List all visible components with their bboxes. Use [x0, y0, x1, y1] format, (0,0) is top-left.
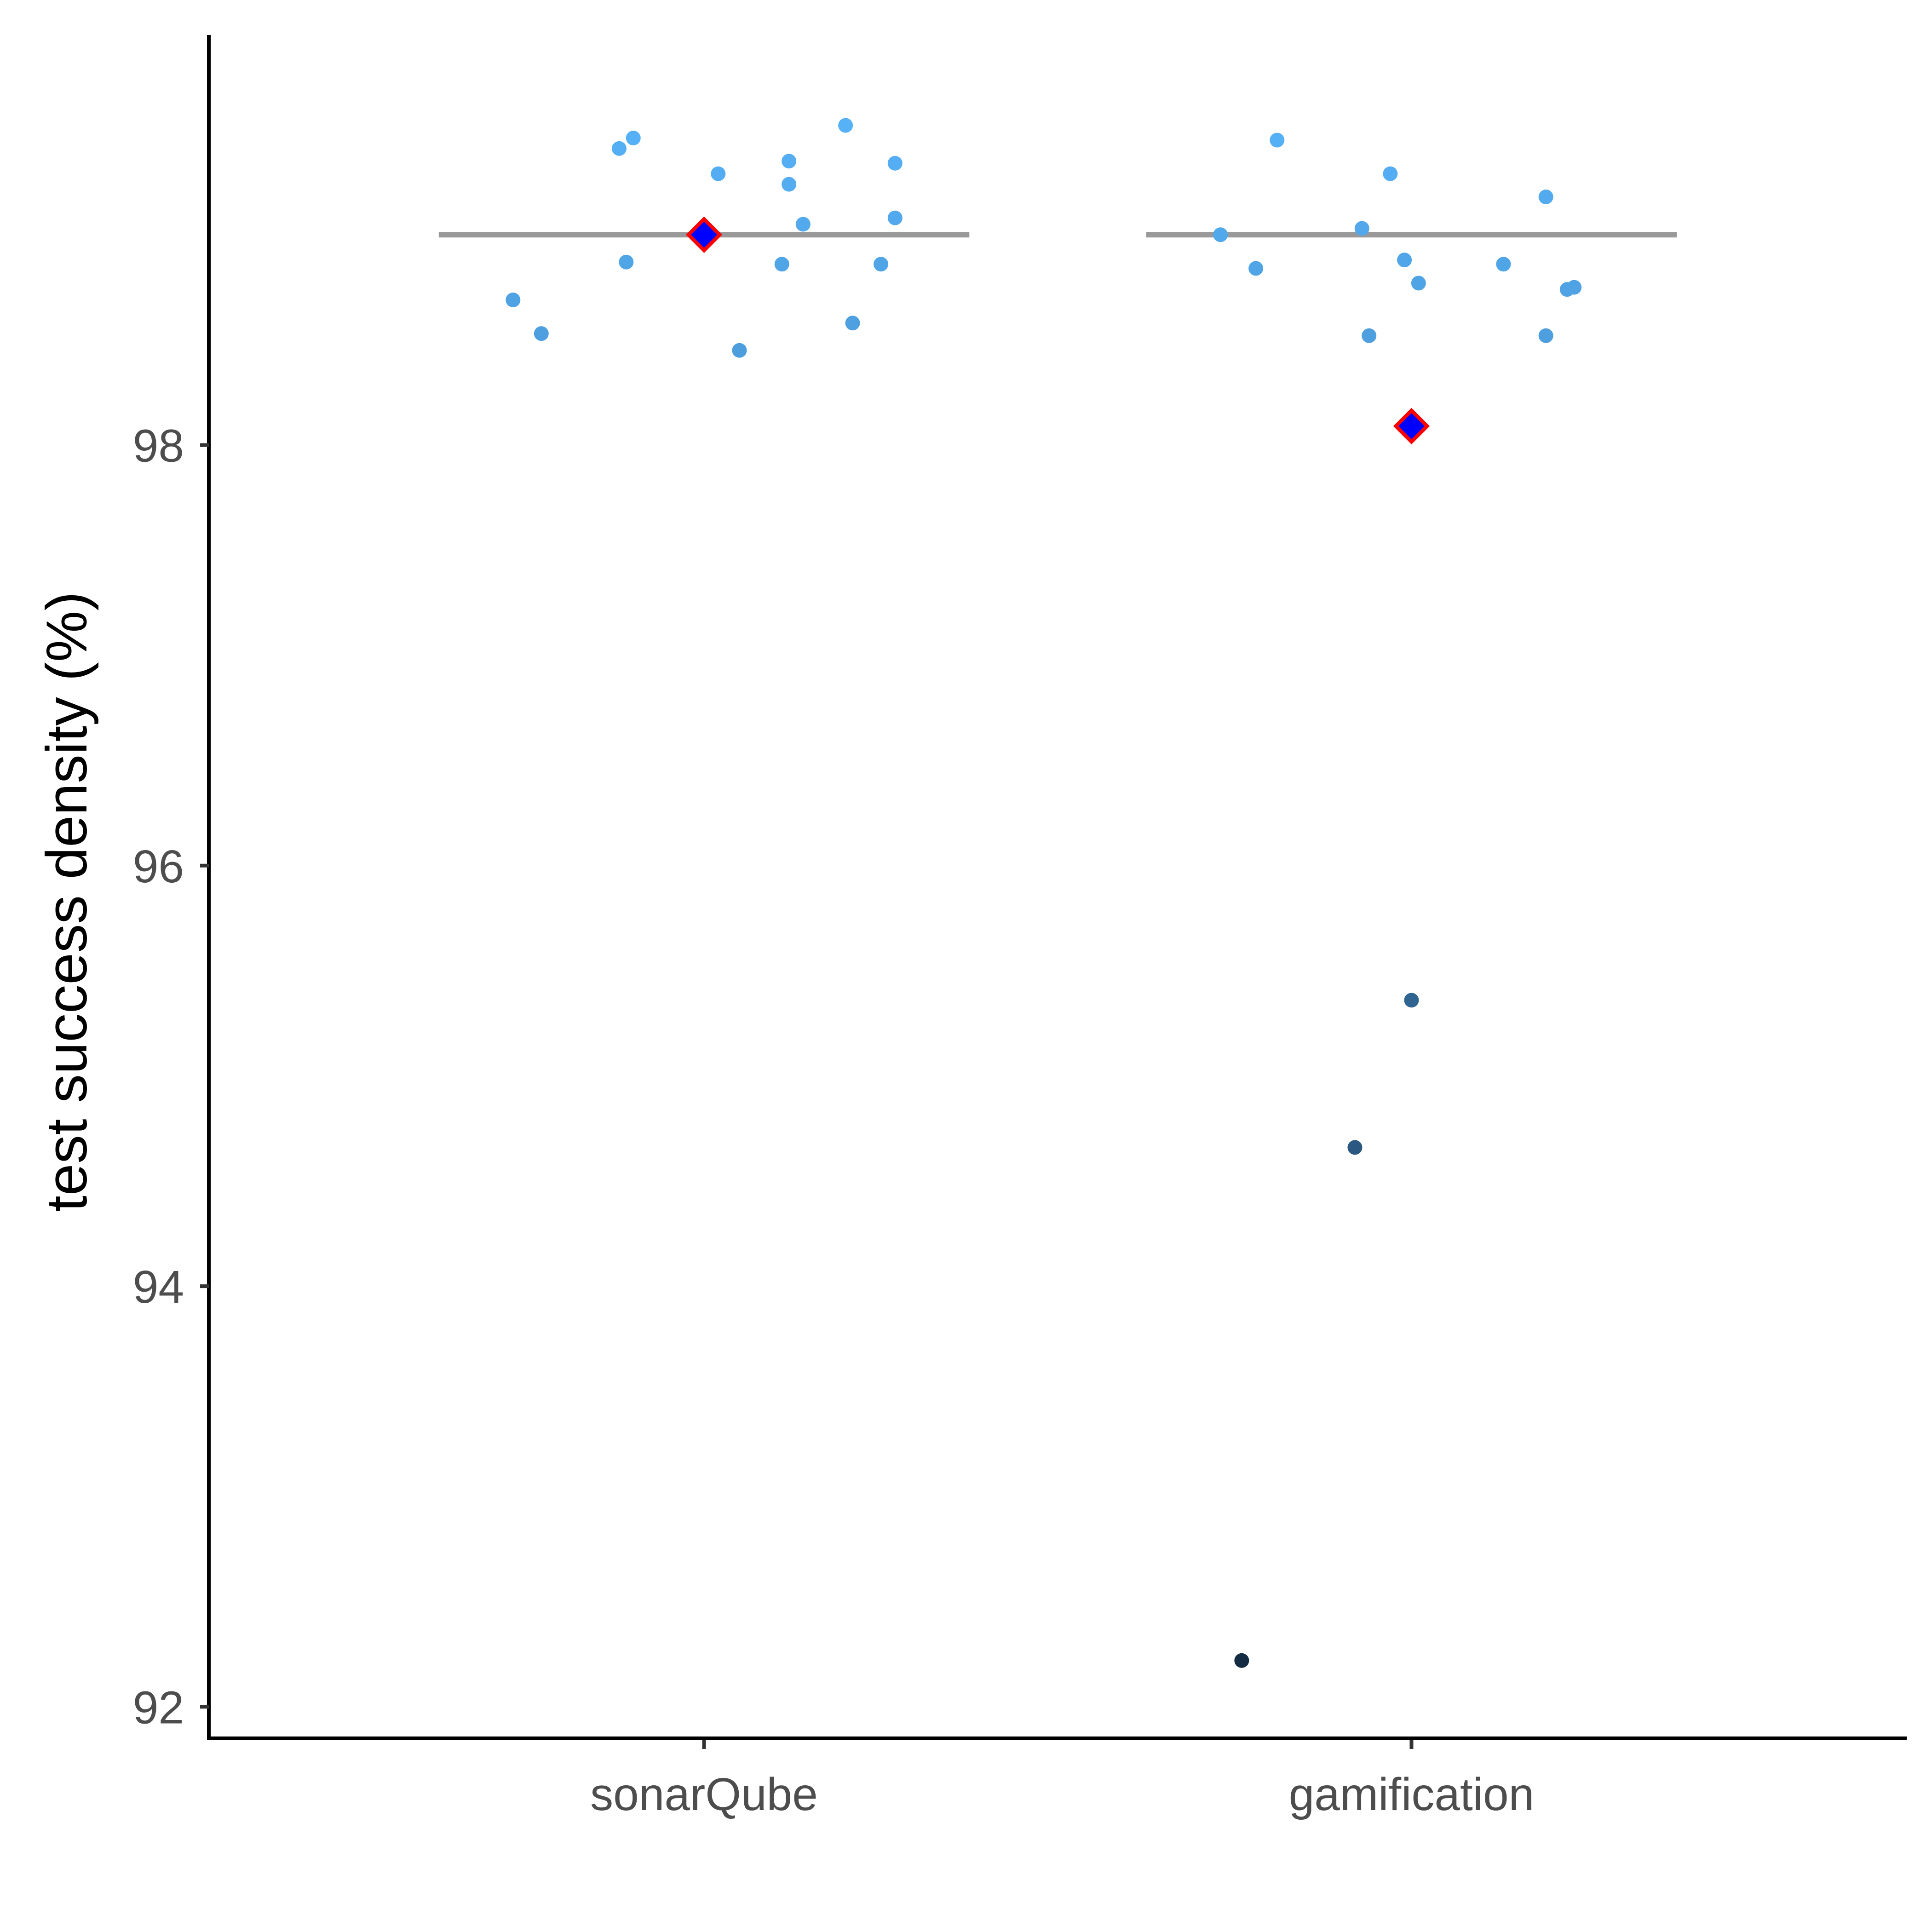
- data-point-sonarQube: [782, 154, 797, 169]
- data-point-sonarQube: [626, 131, 641, 146]
- data-point-gamification: [1362, 328, 1377, 343]
- mean-marker-sonarQube: [685, 216, 723, 253]
- data-point-sonarQube: [845, 316, 860, 331]
- data-point-sonarQube: [874, 257, 889, 272]
- data-point-gamification: [1383, 166, 1398, 181]
- mean-marker-gamification: [1393, 408, 1430, 444]
- data-point-sonarQube: [506, 293, 521, 308]
- y-axis-ticks: 92 94 96 98: [133, 420, 209, 1733]
- data-point-gamification: [1354, 221, 1369, 236]
- data-point-sonarQube: [711, 166, 726, 181]
- y-tick-label: 92: [133, 1682, 184, 1733]
- data-point-sonarQube: [795, 217, 811, 232]
- data-point-gamification: [1234, 1653, 1249, 1668]
- data-point-gamification: [1213, 227, 1228, 242]
- data-point-gamification: [1347, 1140, 1363, 1155]
- data-point-sonarQube: [782, 177, 797, 192]
- data-point-sonarQube: [774, 257, 789, 272]
- data-point-sonarQube: [534, 326, 549, 341]
- data-point-gamification: [1270, 132, 1285, 148]
- data-point-sonarQube: [732, 343, 747, 358]
- data-point-sonarQube: [887, 155, 903, 171]
- data-point-gamification: [1411, 276, 1426, 291]
- x-tick-label: gamification: [1289, 1769, 1535, 1820]
- y-tick-label: 98: [133, 420, 184, 472]
- plot-area: [438, 118, 1677, 1668]
- y-tick-label: 94: [133, 1261, 184, 1313]
- data-point-gamification: [1496, 257, 1511, 272]
- data-point-gamification: [1538, 190, 1553, 205]
- data-point-sonarQube: [619, 254, 634, 270]
- x-tick-label: sonarQube: [590, 1769, 818, 1820]
- data-point-gamification: [1538, 328, 1553, 343]
- data-point-sonarQube: [611, 141, 627, 156]
- data-point-sonarQube: [887, 210, 903, 225]
- y-axis-title: test success density (%): [35, 592, 99, 1212]
- x-axis-ticks: sonarQube gamification: [590, 1740, 1534, 1820]
- data-point-gamification: [1397, 253, 1412, 268]
- y-tick-label: 96: [133, 841, 184, 892]
- data-point-gamification: [1248, 261, 1264, 276]
- data-point-sonarQube: [838, 118, 853, 133]
- data-point-gamification: [1559, 282, 1575, 297]
- data-point-gamification: [1404, 993, 1419, 1008]
